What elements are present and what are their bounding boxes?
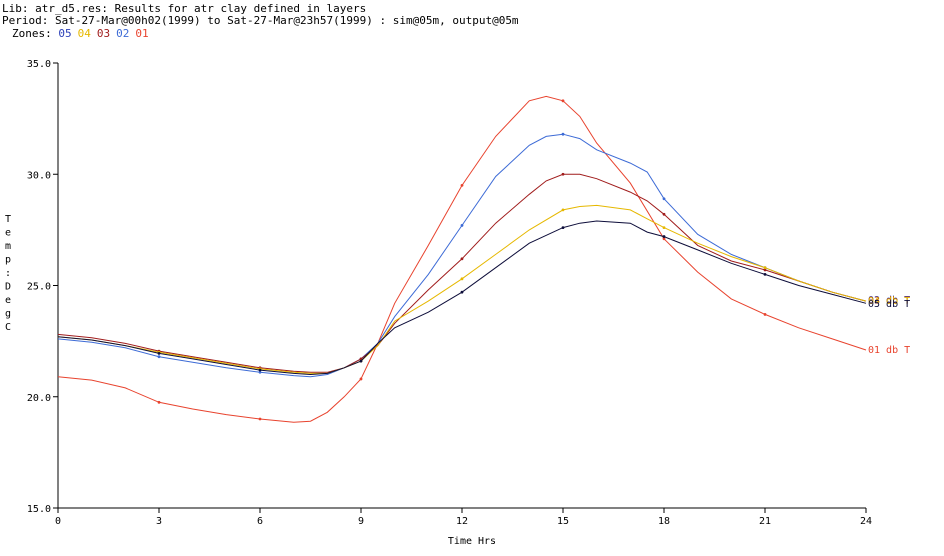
y-axis-label-char: e bbox=[5, 228, 11, 239]
series-line-01-db-T bbox=[57, 95, 867, 423]
series-line-03-db-T bbox=[57, 173, 867, 373]
zones-legend: Zones: 05 04 03 02 01 bbox=[2, 27, 155, 40]
data-point bbox=[460, 277, 464, 281]
data-point bbox=[662, 212, 666, 216]
data-point bbox=[561, 132, 565, 136]
data-point bbox=[460, 183, 464, 187]
x-tick-label: 3 bbox=[156, 516, 162, 527]
x-tick-label: 6 bbox=[257, 516, 263, 527]
end-label: 04 db T bbox=[868, 296, 910, 307]
data-point bbox=[763, 272, 767, 276]
y-axis-label-char: C bbox=[5, 322, 11, 333]
y-axis-label-char: m bbox=[5, 241, 11, 252]
data-point bbox=[662, 197, 666, 201]
data-point bbox=[157, 355, 161, 359]
x-tick-label: 0 bbox=[55, 516, 61, 527]
series-line-02-db-T bbox=[57, 133, 867, 378]
zones-label: Zones: bbox=[12, 27, 52, 40]
data-point bbox=[763, 266, 767, 270]
data-point bbox=[662, 226, 666, 230]
data-point bbox=[258, 368, 262, 372]
x-tick-label: 18 bbox=[658, 516, 670, 527]
data-point bbox=[763, 268, 767, 272]
period-line: Period: Sat-27-Mar@00h02(1999) to Sat-27… bbox=[2, 14, 519, 27]
data-point bbox=[359, 357, 363, 361]
data-point bbox=[561, 226, 565, 230]
zone-02: 02 bbox=[116, 27, 130, 40]
y-tick-label: 35.0 bbox=[27, 59, 51, 70]
y-axis-label-char: : bbox=[5, 268, 11, 279]
y-tick-label: 30.0 bbox=[27, 170, 51, 181]
data-point bbox=[157, 351, 161, 355]
data-point bbox=[359, 377, 363, 381]
y-axis-label-char: T bbox=[5, 214, 11, 225]
series-line-04-db-T bbox=[57, 204, 867, 374]
data-point bbox=[460, 257, 464, 261]
x-tick-label: 9 bbox=[358, 516, 364, 527]
x-tick-label: 12 bbox=[456, 516, 468, 527]
zone-01: 01 bbox=[135, 27, 149, 40]
y-axis-label-char: g bbox=[5, 309, 11, 320]
series-line-05-db-T bbox=[57, 220, 867, 376]
x-axis-label: Time Hrs bbox=[448, 536, 496, 547]
data-point bbox=[561, 172, 565, 176]
data-point bbox=[763, 313, 767, 316]
zone-05: 05 bbox=[58, 27, 72, 40]
library-title: Lib: atr_d5.res: Results for atr clay de… bbox=[2, 2, 367, 15]
data-point bbox=[561, 208, 565, 212]
x-tick-label: 24 bbox=[860, 516, 872, 527]
data-point bbox=[258, 370, 262, 374]
end-label-01: 01 db T bbox=[868, 345, 910, 356]
zone-03: 03 bbox=[96, 27, 111, 40]
end-label: 03 db T bbox=[868, 296, 910, 307]
y-tick-label: 15.0 bbox=[27, 504, 51, 515]
data-point bbox=[359, 359, 363, 363]
y-axis-label-char: D bbox=[5, 282, 11, 293]
data-point bbox=[460, 224, 464, 227]
y-tick-label: 20.0 bbox=[27, 393, 51, 404]
x-tick-label: 15 bbox=[557, 516, 569, 527]
data-point bbox=[662, 235, 666, 238]
data-point bbox=[157, 400, 161, 404]
y-axis-label-char: e bbox=[5, 295, 11, 306]
data-point bbox=[561, 99, 565, 103]
y-axis-label-char: p bbox=[5, 255, 11, 266]
data-point bbox=[460, 290, 464, 294]
zone-04: 04 bbox=[77, 27, 91, 40]
end-label: 05 db T bbox=[868, 299, 910, 310]
x-tick-label: 21 bbox=[759, 516, 771, 527]
end-label: 02 db T bbox=[868, 295, 910, 306]
y-tick-label: 25.0 bbox=[27, 282, 51, 293]
data-point bbox=[258, 417, 262, 421]
data-point bbox=[662, 237, 666, 241]
